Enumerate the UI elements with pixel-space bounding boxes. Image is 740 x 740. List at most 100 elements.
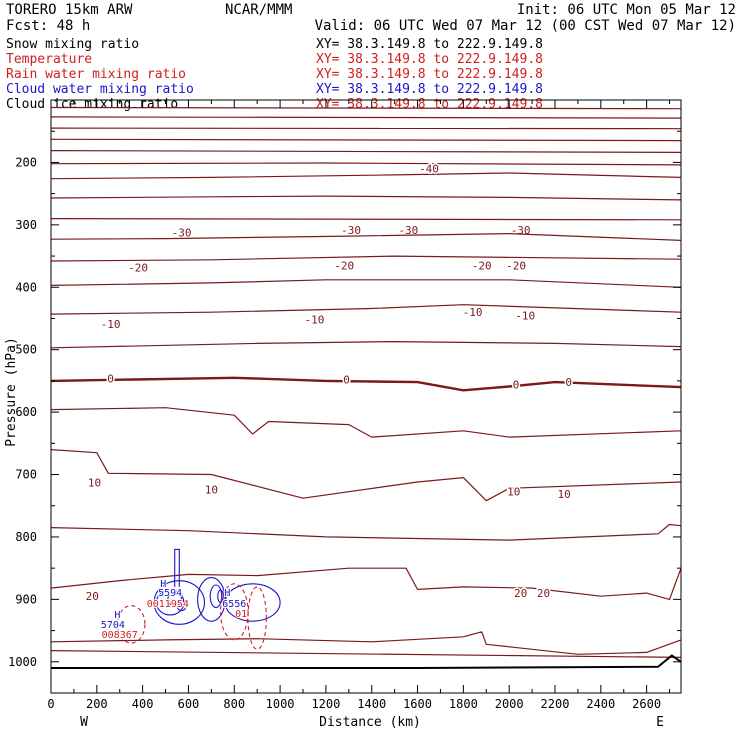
y-tick-label: 800 — [15, 530, 37, 544]
isotherm-line — [50, 106, 682, 110]
isotherm-label: 10 — [507, 485, 520, 498]
x-axis: 0 200 400 600 800 1000 1200 1400 1600 1800 2000 220… — [47, 100, 671, 711]
isotherm-line — [50, 631, 682, 655]
cloud-tower-contour — [174, 548, 180, 587]
x-tick-label: 2600 — [632, 697, 661, 711]
maximum-label: H — [108, 630, 114, 641]
x-tick-label: 400 — [132, 697, 154, 711]
mixing-ratio-contour — [209, 584, 223, 609]
isotherm-line — [50, 195, 682, 201]
isotherm-line — [50, 376, 682, 392]
isotherm-label: 10 — [205, 484, 218, 497]
x-tick-label: 800 — [223, 697, 245, 711]
legend-entry-xy: XY= 38.3.149.8 to 222.9.149.8 — [316, 37, 543, 52]
y-tick-label: 1000 — [8, 655, 37, 669]
x-tick-label: 1800 — [449, 697, 478, 711]
isotherm-label: -20 — [334, 259, 354, 272]
mixing-ratio-contour — [176, 600, 187, 612]
maximum-label: 008367 — [102, 630, 138, 641]
isotherm-line — [50, 449, 682, 502]
isotherm-label: -30 — [341, 224, 361, 237]
valid-label: Valid: 06 UTC Wed 07 Mar 12 (00 CST Wed … — [315, 18, 736, 34]
y-tick-label: 300 — [15, 218, 37, 232]
isotherm-label: -20 — [472, 259, 492, 272]
isotherm-line — [50, 150, 682, 153]
mixing-ratio-contour — [155, 589, 185, 616]
isotherm-line — [50, 255, 682, 262]
maximum-label: 5704 — [101, 620, 125, 631]
x-tick-label: 1400 — [357, 697, 386, 711]
y-tick-label: 400 — [15, 280, 37, 294]
isotherm-label: -20 — [128, 261, 148, 274]
terrain-line — [51, 654, 682, 669]
maximum-label: 01 — [235, 609, 247, 620]
legend-entry-label: Temperature — [6, 52, 92, 67]
legend-entry-xy: XY= 38.3.149.8 to 222.9.149.8 — [316, 67, 543, 82]
y-tick-label: 600 — [15, 405, 37, 419]
isotherm-label: -40 — [419, 163, 439, 176]
y-tick-label: 200 — [15, 155, 37, 169]
x-tick-label: 1200 — [311, 697, 340, 711]
isotherm-line — [50, 218, 682, 221]
isotherm-label: 20 — [86, 590, 99, 603]
isotherm-line — [50, 567, 682, 600]
maximum-label: H — [160, 579, 166, 590]
isotherm-line — [50, 304, 682, 315]
isotherm-label: -10 — [305, 314, 325, 327]
maximum-label: 5594 — [158, 588, 182, 599]
isotherm-label: -30 — [172, 226, 192, 239]
isotherm-line — [50, 233, 682, 241]
y-tick-label: 700 — [15, 468, 37, 482]
isotherm-line — [50, 162, 682, 166]
isotherm-label: -20 — [506, 259, 526, 272]
legend-entry-xy: XY= 38.3.149.8 to 222.9.149.8 — [316, 52, 543, 67]
mixing-ratio-contour — [247, 586, 267, 650]
isotherm-label: 0 — [513, 379, 520, 392]
isotherm-label: -10 — [515, 309, 535, 322]
legend-entry-label: Cloud water mixing ratio — [6, 82, 194, 97]
isotherm-line — [50, 138, 682, 142]
temperature-isotherms: -40-30 -30 -30 -30-20 -20 -20 -20-10 -10-10 -100… — [50, 106, 682, 658]
fcst-label: Fcst: 48 h — [6, 18, 90, 34]
x-tick-label: 1600 — [403, 697, 432, 711]
mixing-ratio-contour — [116, 605, 146, 644]
model-label: TORERO 15km ARW — [6, 2, 133, 18]
isotherm-line — [50, 116, 682, 119]
maximum-label: 6556 — [222, 599, 246, 610]
isotherm-line — [50, 407, 682, 438]
isotherm-label: -10 — [101, 318, 121, 331]
isotherm-label: 20 — [514, 587, 527, 600]
isotherm-label: 0 — [565, 376, 572, 389]
maximum-label: 0011954 — [147, 599, 189, 610]
isotherm-label: -30 — [398, 224, 418, 237]
isotherm-line — [50, 523, 682, 541]
legend: Snow mixing ratio XY= 38.3.149.8 to 222.9… — [6, 37, 543, 112]
isotherm-label: 0 — [107, 372, 114, 385]
legend-entry-xy: XY= 38.3.149.8 to 222.9.149.8 — [316, 82, 543, 97]
x-tick-label: 200 — [86, 697, 108, 711]
y-tick-label: 500 — [15, 343, 37, 357]
isotherm-label: 10 — [88, 477, 101, 490]
y-axis-title: Pressure (hPa) — [4, 337, 19, 447]
x-tick-label: 2000 — [495, 697, 524, 711]
x-tick-label: 2200 — [541, 697, 570, 711]
legend-entry-label: Rain water mixing ratio — [6, 67, 186, 82]
isotherm-line — [50, 172, 682, 180]
maximum-label: H — [224, 588, 230, 599]
x-tick-label: 600 — [178, 697, 200, 711]
mixing-ratio-contour — [224, 583, 281, 622]
west-label: W — [80, 715, 88, 730]
mixing-ratio-contour — [217, 589, 224, 604]
isotherm-label: 0 — [343, 374, 350, 387]
isotherm-label: -10 — [463, 306, 483, 319]
maximum-label: H — [114, 610, 120, 621]
isotherm-label: 10 — [558, 488, 571, 501]
east-label: E — [656, 715, 664, 730]
init-label: Init: 06 UTC Mon 05 Mar 12 — [517, 2, 736, 18]
mixing-ratio-contour — [167, 592, 183, 607]
isotherm-line — [50, 127, 682, 130]
x-tick-label: 2400 — [586, 697, 615, 711]
mixing-ratio-contour — [219, 583, 249, 641]
